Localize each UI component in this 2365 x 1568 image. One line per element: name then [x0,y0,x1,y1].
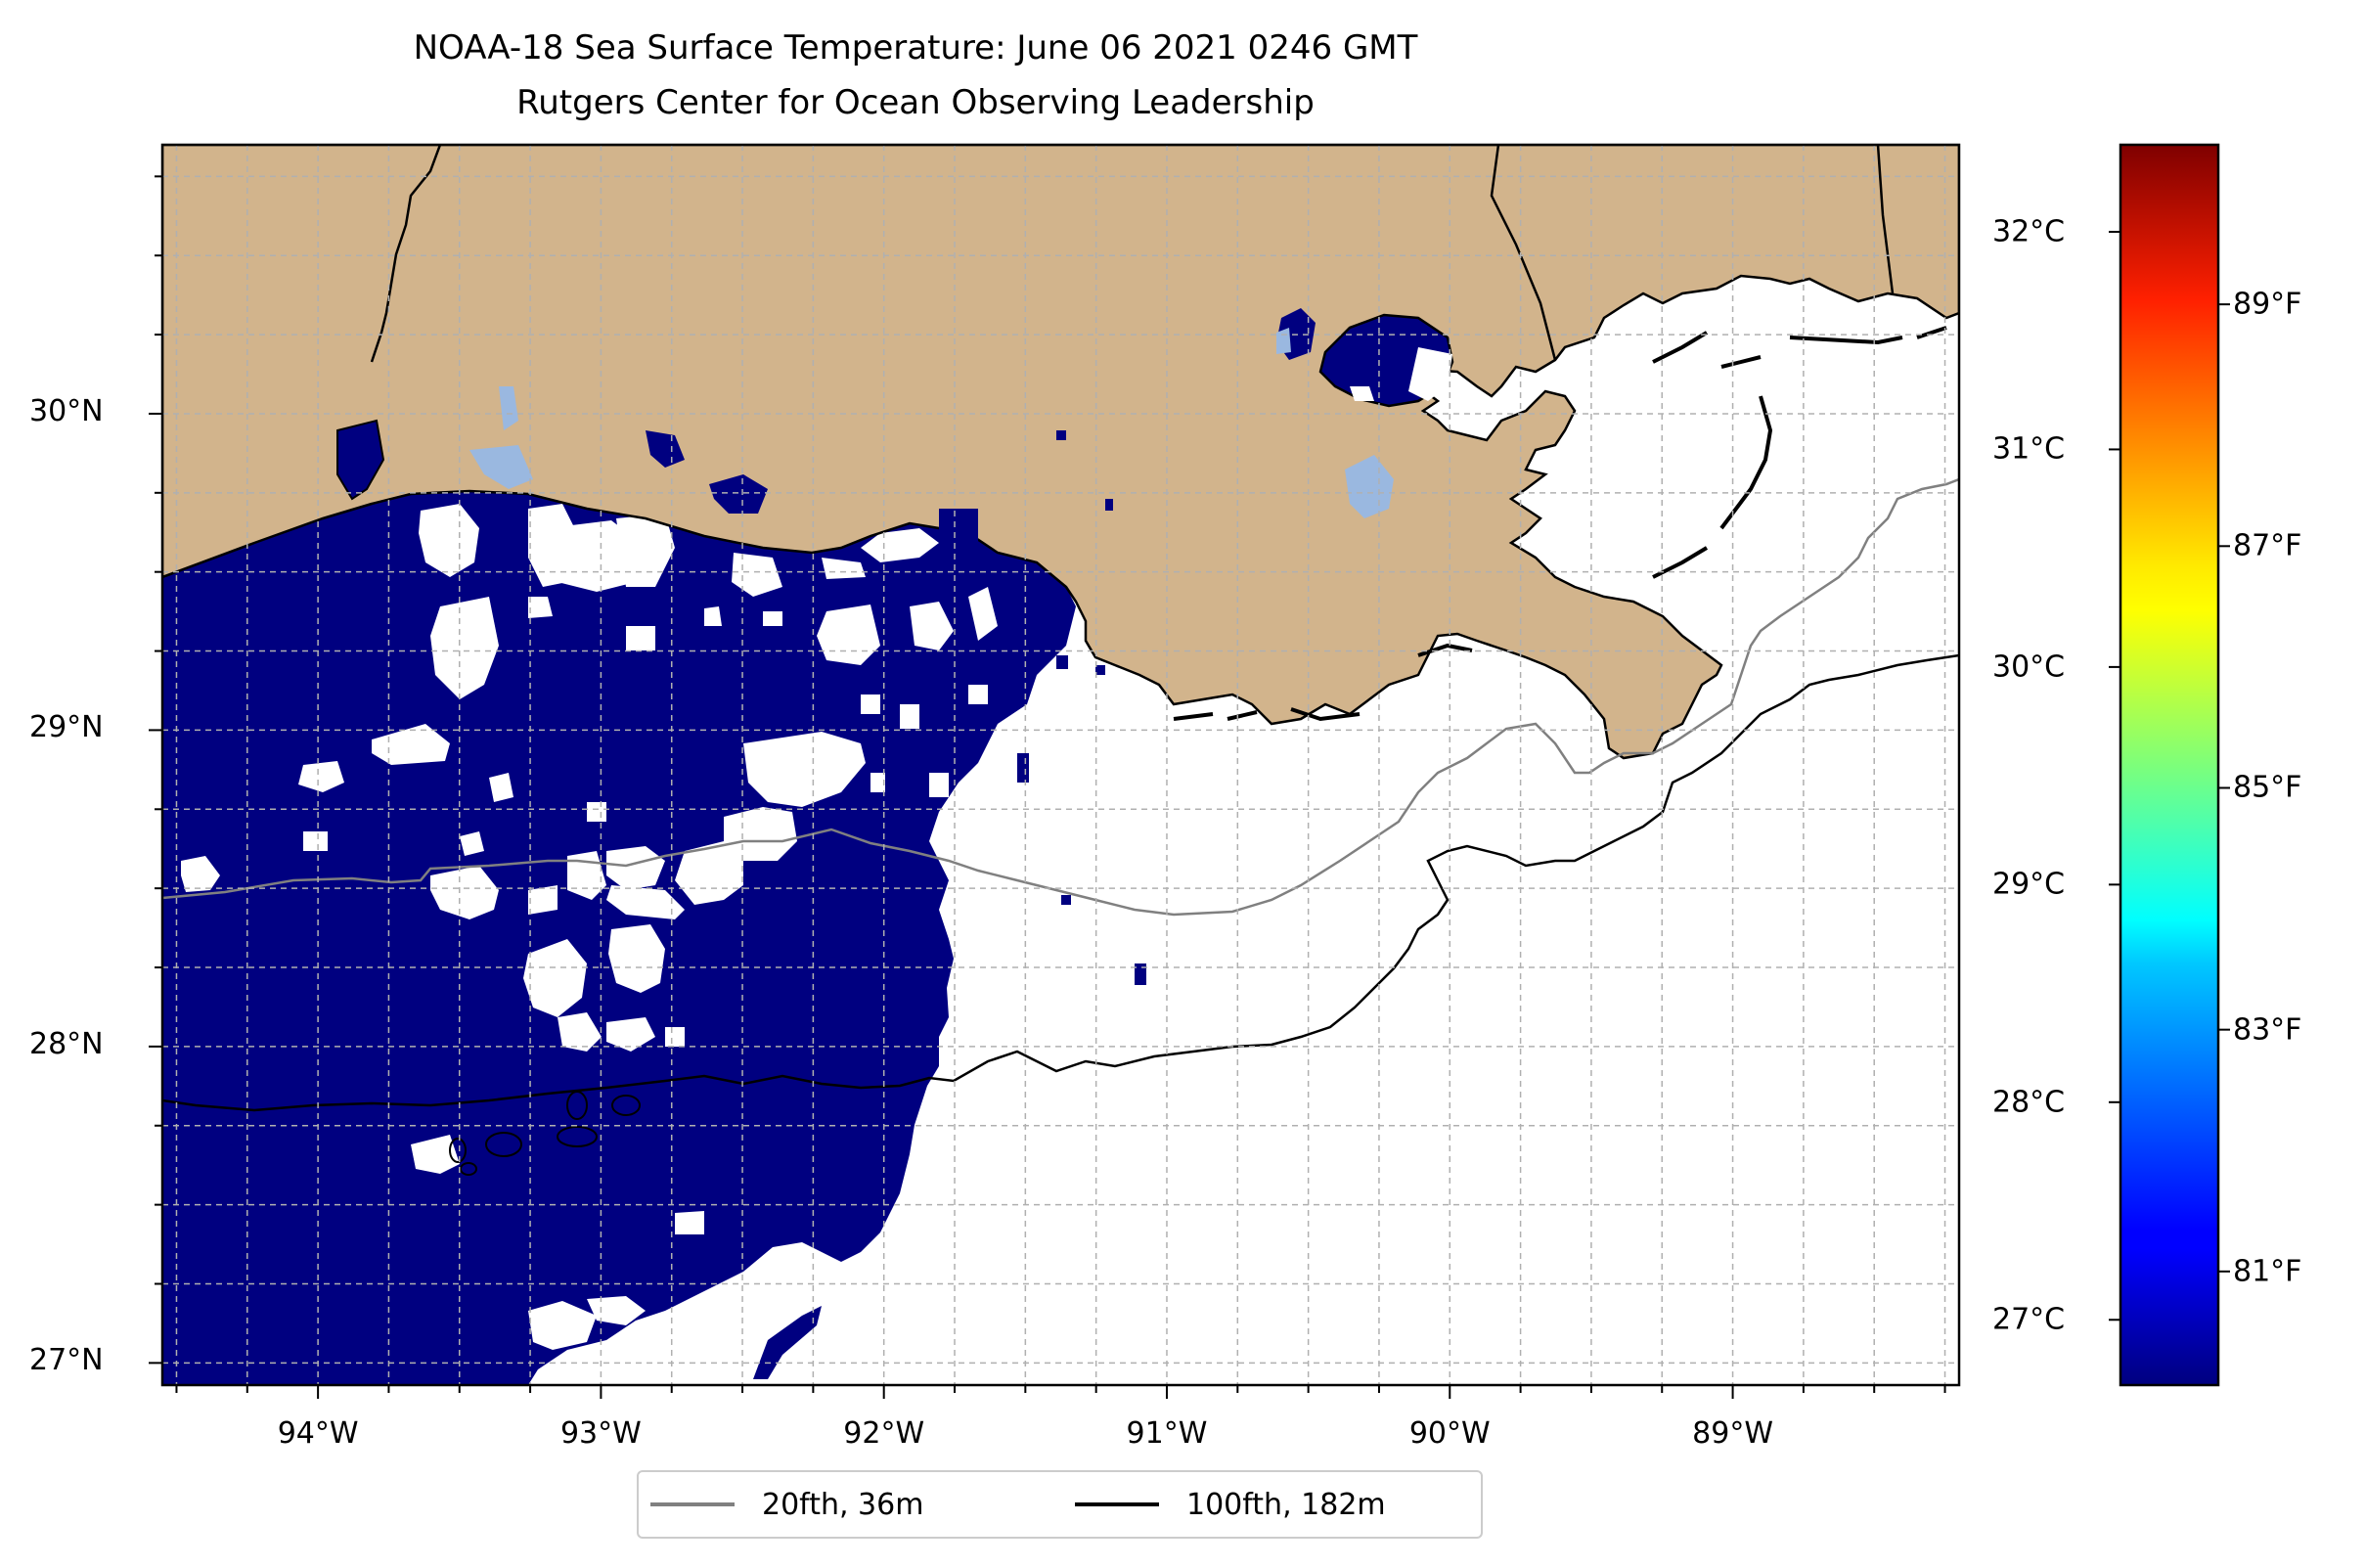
lon-tick-label: 91°W [1126,1416,1208,1451]
chart-subtitle: Rutgers Center for Ocean Observing Leade… [516,83,1315,122]
legend-label-20fth: 20fth, 36m [762,1487,924,1522]
colorbar-fahrenheit-label: 89°F [2233,287,2302,322]
colorbar-fahrenheit-label: 85°F [2233,770,2302,805]
colorbar-fahrenheit-label: 83°F [2233,1012,2302,1048]
colorbar-celsius-label: 27°C [1992,1302,2066,1337]
lat-tick-label: 28°N [29,1026,104,1061]
lake-calcasieu [336,419,385,501]
colorbar-celsius-label: 30°C [1992,650,2066,685]
legend-item-100fth: 100fth, 182m [1075,1472,1386,1537]
isobath-100fth [162,653,1959,1112]
chart-title: NOAA-18 Sea Surface Temperature: June 06… [413,28,1418,67]
colorbar-fahrenheit-label: 87°F [2233,528,2302,563]
lon-tick-label: 94°W [277,1416,359,1451]
legend-label-100fth: 100fth, 182m [1186,1487,1386,1522]
lat-tick-label: 30°N [29,393,104,428]
colorbar-celsius-label: 29°C [1992,867,2066,902]
colorbar [2119,143,2220,1387]
legend: 20fth, 36m 100fth, 182m [637,1470,1483,1539]
lon-tick-label: 92°W [843,1416,925,1451]
state-boundaries [370,145,1895,363]
legend-line-20fth [650,1502,735,1506]
legend-item-20fth: 20fth, 36m [650,1472,923,1537]
barrier-islands [1173,326,1947,722]
lon-tick-label: 93°W [559,1416,642,1451]
isobath-20fth [162,477,1959,917]
gridlines [162,145,1959,1385]
lat-tick-label: 29°N [29,710,104,745]
colorbar-fahrenheit-label: 81°F [2233,1254,2302,1289]
colorbar-celsius-label: 31°C [1992,431,2066,467]
lon-tick-label: 89°W [1692,1416,1773,1451]
lon-tick-label: 90°W [1408,1416,1491,1451]
map-frame [160,143,1961,1387]
seamount-contours [449,1091,641,1176]
colorbar-celsius-label: 28°C [1992,1085,2066,1120]
colorbar-celsius-label: 32°C [1992,214,2066,249]
legend-line-100fth [1075,1502,1159,1506]
lat-tick-label: 27°N [29,1343,104,1378]
